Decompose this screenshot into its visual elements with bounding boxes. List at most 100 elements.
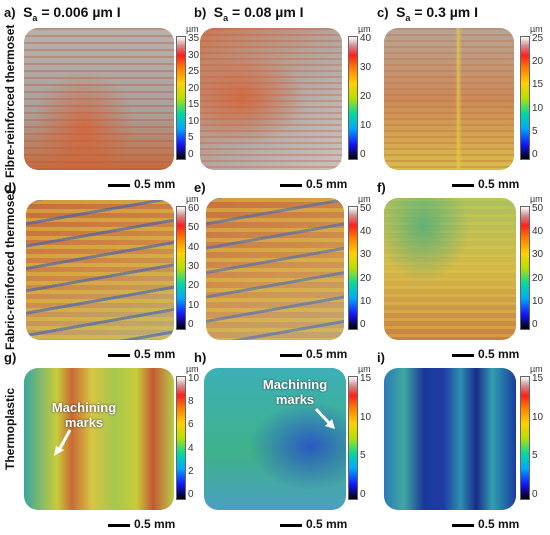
colorbar-tick-g: 6 xyxy=(188,419,194,431)
colorbar-tick-d: 10 xyxy=(188,299,200,311)
row-title-fabric: Fabric-reinforced thermoset xyxy=(3,189,17,350)
colorbar-tick-a: 20 xyxy=(188,82,200,94)
colorbar-tick-i: 0 xyxy=(532,489,538,500)
colorbar-tick-c: 0 xyxy=(532,149,538,160)
colorbar-tick-f: 50 xyxy=(532,203,544,214)
colorbar-tick-e: 20 xyxy=(360,272,372,284)
surface-scan-c xyxy=(384,28,514,170)
scale-bar-h xyxy=(280,524,302,527)
colorbar-tick-i: 10 xyxy=(532,411,544,423)
arrow-icon-g xyxy=(54,429,72,456)
panel-label-a: a) Sa = 0.006 µm I xyxy=(4,4,121,23)
colorbar-tick-a: 10 xyxy=(188,115,200,127)
panel-letter-e: e) xyxy=(194,180,206,195)
colorbar-tick-a: 15 xyxy=(188,99,200,111)
colorbar-i xyxy=(520,376,530,500)
colorbar-tick-f: 0 xyxy=(532,319,538,330)
scale-bar-label-f: 0.5 mm xyxy=(478,347,520,361)
scale-bar-c xyxy=(452,184,474,187)
colorbar-tick-d: 20 xyxy=(188,280,200,292)
panel-letter-c: c) xyxy=(377,5,389,20)
colorbar-tick-c: 25 xyxy=(532,33,544,44)
surface-scan-d xyxy=(26,200,174,340)
colorbar-b xyxy=(348,36,358,160)
colorbar-tick-h: 15 xyxy=(360,373,372,384)
surface-scan-a xyxy=(24,28,174,170)
colorbar-tick-e: 0 xyxy=(360,319,366,330)
panel-label-b: b) Sa = 0.08 µm I xyxy=(194,4,304,23)
colorbar-tick-d: 60 xyxy=(188,203,200,214)
scale-bar-i xyxy=(452,524,474,527)
surface-scan-i xyxy=(384,368,516,510)
colorbar-tick-e: 30 xyxy=(360,249,372,261)
roughness-label-a: Sa = 0.006 µm I xyxy=(23,4,121,23)
colorbar-tick-a: 0 xyxy=(188,149,194,160)
scale-bar-label-c: 0.5 mm xyxy=(478,177,520,191)
panel-letter-h: h) xyxy=(194,350,207,365)
colorbar-tick-h: 5 xyxy=(360,450,366,462)
colorbar-c xyxy=(520,36,530,160)
colorbar-tick-g: 8 xyxy=(188,396,194,408)
panel-letter-g: g) xyxy=(4,350,17,365)
colorbar-unit-f: µm xyxy=(530,194,543,204)
roughness-label-b: Sa = 0.08 µm I xyxy=(213,4,304,23)
panel-letter-f: f) xyxy=(377,180,386,195)
colorbar-tick-b: 20 xyxy=(360,91,372,102)
panel-letter-b: b) xyxy=(194,5,207,20)
colorbar-tick-e: 10 xyxy=(360,295,372,307)
scale-bar-g xyxy=(108,524,130,527)
scale-bar-label-b: 0.5 mm xyxy=(306,177,348,191)
annotation-machining-marks-h: Machining marks xyxy=(262,377,328,407)
colorbar-tick-g: 0 xyxy=(188,489,194,500)
colorbar-h xyxy=(348,376,358,500)
colorbar-unit-h: µm xyxy=(358,364,371,374)
colorbar-tick-h: 10 xyxy=(360,411,372,423)
colorbar-tick-f: 40 xyxy=(532,226,544,238)
panel-letter-i: i) xyxy=(377,350,385,365)
colorbar-tick-d: 40 xyxy=(188,241,200,253)
colorbar-unit-a: µm xyxy=(186,24,199,34)
colorbar-tick-b: 30 xyxy=(360,62,372,73)
panel-label-c: c) Sa = 0.3 µm I xyxy=(377,4,478,23)
colorbar-tick-d: 50 xyxy=(188,222,200,234)
annotation-machining-marks-g: Machining marks xyxy=(51,400,117,430)
colorbar-f xyxy=(520,206,530,330)
colorbar-tick-f: 10 xyxy=(532,295,544,307)
colorbar-tick-e: 50 xyxy=(360,203,372,214)
scale-bar-b xyxy=(280,184,302,187)
colorbar-tick-i: 15 xyxy=(532,373,544,384)
scale-bar-label-e: 0.5 mm xyxy=(306,347,348,361)
colorbar-tick-a: 35 xyxy=(188,33,200,44)
scale-bar-label-g: 0.5 mm xyxy=(134,517,176,531)
colorbar-unit-c: µm xyxy=(530,24,543,34)
roughness-label-c: Sa = 0.3 µm I xyxy=(396,4,479,23)
colorbar-tick-g: 4 xyxy=(188,442,194,454)
colorbar-e xyxy=(348,206,358,330)
colorbar-a xyxy=(176,36,186,160)
colorbar-tick-e: 40 xyxy=(360,226,372,238)
arrow-icon-h xyxy=(314,407,335,429)
colorbar-d xyxy=(176,206,186,330)
colorbar-unit-g: µm xyxy=(186,364,199,374)
row-title-thermoplastic: Thermoplastic xyxy=(3,387,17,470)
scale-bar-label-i: 0.5 mm xyxy=(478,517,520,531)
surface-scan-b xyxy=(200,28,342,170)
row-title-fibre: Fibre-reinforced thermoset xyxy=(3,24,17,178)
colorbar-tick-c: 15 xyxy=(532,79,544,91)
scale-bar-f xyxy=(452,354,474,357)
colorbar-tick-b: 0 xyxy=(360,149,366,160)
colorbar-g xyxy=(176,376,186,500)
panel-letter-d: d) xyxy=(4,180,17,195)
colorbar-tick-c: 10 xyxy=(532,102,544,114)
panel-letter-a: a) xyxy=(4,5,16,20)
colorbar-tick-b: 40 xyxy=(360,33,372,44)
surface-scan-h xyxy=(204,368,346,510)
scale-bar-a xyxy=(108,184,130,187)
surface-scan-f xyxy=(384,198,516,340)
colorbar-tick-h: 0 xyxy=(360,489,366,500)
colorbar-unit-b: µm xyxy=(358,24,371,34)
scale-bar-label-a: 0.5 mm xyxy=(134,177,176,191)
colorbar-tick-c: 5 xyxy=(532,125,538,137)
scale-bar-label-h: 0.5 mm xyxy=(306,517,348,531)
colorbar-tick-d: 0 xyxy=(188,319,194,330)
